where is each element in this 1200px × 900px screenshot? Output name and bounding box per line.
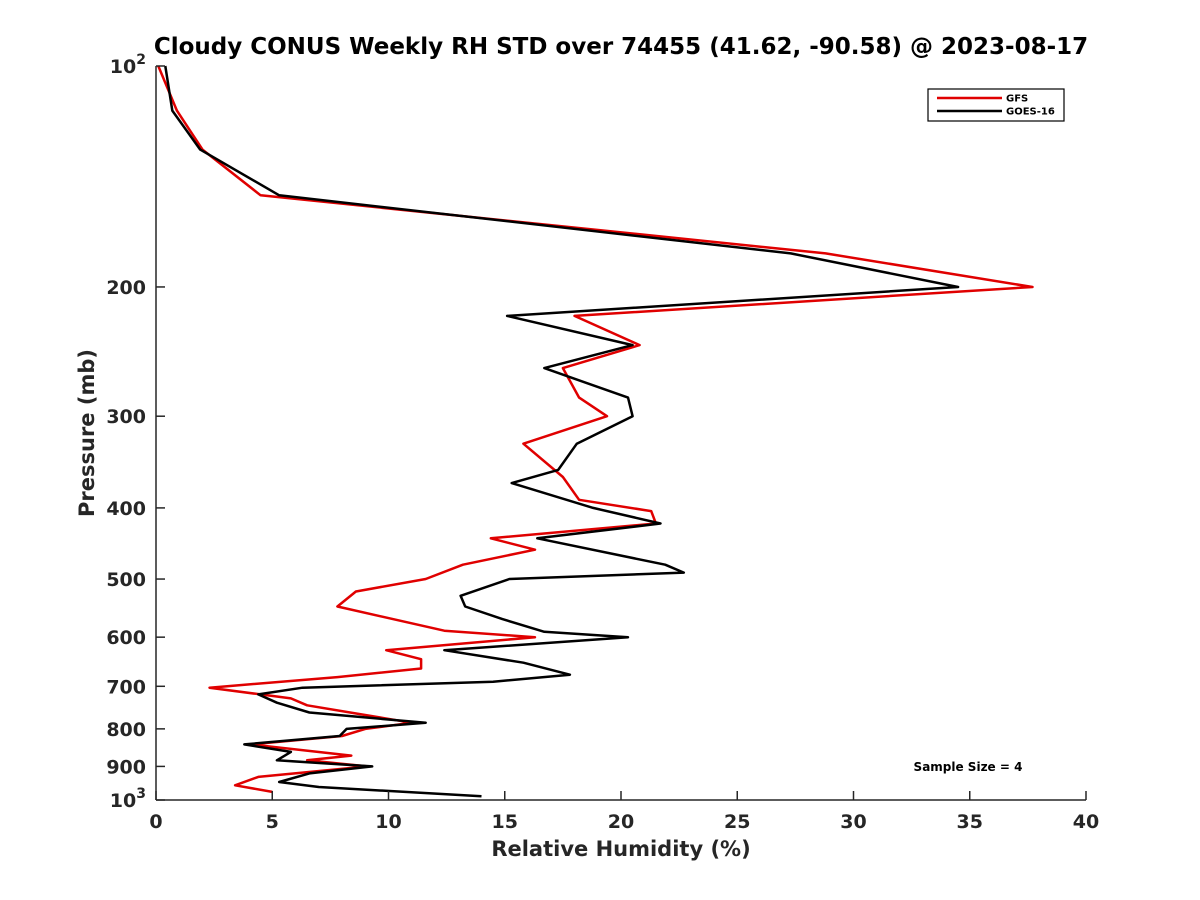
y-tick-label: 600 (106, 627, 146, 649)
chart-title: Cloudy CONUS Weekly RH STD over 74455 (4… (154, 34, 1088, 60)
x-tick-label: 35 (957, 811, 983, 833)
x-ticks: 0 5 10 15 20 25 30 35 40 (149, 791, 1099, 833)
y-tick-label: 200 (106, 277, 146, 299)
y-ticks: 102 200 300 400 500 600 700 800 900 103 (106, 52, 165, 812)
legend: GFS GOES-16 (927, 88, 1065, 122)
x-tick-label: 10 (375, 811, 401, 833)
series-layer (157, 65, 1034, 798)
y-axis-label: Pressure (mb) (75, 349, 99, 517)
plot-area (156, 66, 1086, 800)
x-axis-label: Relative Humidity (%) (491, 837, 750, 861)
y-tick-label: 700 (106, 676, 146, 698)
x-tick-label: 15 (492, 811, 518, 833)
legend-box (927, 88, 1065, 122)
x-tick-label: 0 (149, 811, 162, 833)
series-line-goes16 (164, 65, 960, 798)
legend-label-goes16: GOES-16 (1006, 107, 1055, 118)
y-tick-label: 800 (106, 719, 146, 741)
legend-label-gfs: GFS (1006, 94, 1028, 105)
y-tick-label: 900 (106, 756, 146, 778)
x-tick-label: 25 (724, 811, 750, 833)
y-tick-label: 500 (106, 569, 146, 591)
y-tick-label: 300 (106, 406, 146, 428)
y-tick-label: 400 (106, 498, 146, 520)
x-tick-label: 5 (266, 811, 279, 833)
y-tick-label: 103 (110, 786, 146, 812)
y-tick-label: 102 (110, 52, 146, 78)
x-tick-label: 20 (608, 811, 634, 833)
sample-size-annotation: Sample Size = 4 (914, 760, 1023, 774)
x-tick-label: 40 (1073, 811, 1099, 833)
x-tick-label: 30 (840, 811, 866, 833)
